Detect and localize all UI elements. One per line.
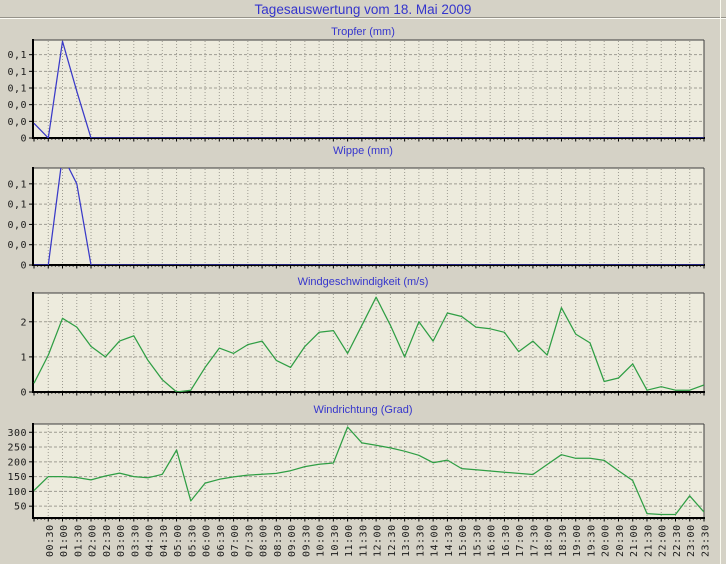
x-axis-time-label: 07:30 [244, 524, 255, 557]
svg-text:0,1: 0,1 [7, 67, 27, 78]
windrichtung-series-line [33, 426, 704, 516]
x-axis-time-label: 01:30 [73, 524, 84, 557]
x-axis-time-label: 09:30 [301, 524, 312, 557]
chart-windgeschwindigkeit-plot: 0 1 2 [20, 292, 705, 399]
svg-text:1: 1 [20, 352, 27, 363]
x-axis-time-label: 18:00 [544, 524, 555, 557]
chart-wippe-plot: 0 0,0 0,0 0,1 0,1 [7, 167, 705, 272]
svg-text:0,0: 0,0 [7, 240, 27, 251]
svg-text:0,0: 0,0 [7, 220, 27, 231]
x-axis-time-label: 06:00 [202, 524, 213, 557]
x-axis-time-label: 07:00 [230, 524, 241, 557]
x-axis-time-label: 12:00 [373, 524, 384, 557]
x-axis-time-label: 00:30 [45, 524, 56, 557]
svg-text:0,0: 0,0 [7, 100, 27, 111]
svg-text:0,0: 0,0 [7, 117, 27, 128]
svg-text:0: 0 [20, 261, 27, 272]
svg-text:300: 300 [7, 428, 27, 439]
x-axis-time-label: 05:00 [173, 524, 184, 557]
x-axis-time-label: 16:00 [487, 524, 498, 557]
svg-text:2: 2 [20, 317, 27, 328]
x-axis-time-label: 08:00 [259, 524, 270, 557]
chart-windrichtung-plot: 50 100 150 200 250 300 00:30 01:00 01:30 02:00 02:… [7, 423, 712, 557]
svg-text:50: 50 [14, 502, 27, 513]
x-axis-time-label: 22:30 [672, 524, 683, 557]
chart-title-windrichtung: Windrichtung (Grad) [313, 404, 413, 416]
x-axis-time-label: 03:30 [130, 524, 141, 557]
x-axis-time-label: 11:30 [358, 524, 369, 557]
svg-text:0,1: 0,1 [7, 200, 27, 211]
window-edge-highlight [720, 0, 721, 564]
x-axis-time-label: 17:30 [529, 524, 540, 557]
svg-text:0: 0 [20, 388, 27, 399]
x-axis-time-label: 21:00 [629, 524, 640, 557]
x-axis-time-label: 18:30 [558, 524, 569, 557]
x-axis-time-label: 22:00 [658, 524, 669, 557]
x-axis-time-label: 14:00 [430, 524, 441, 557]
x-axis-time-label: 16:30 [501, 524, 512, 557]
page-title: Tagesauswertung vom 18. Mai 2009 [254, 2, 472, 17]
x-axis-time-label: 04:00 [145, 524, 156, 557]
x-axis-time-label: 19:30 [586, 524, 597, 557]
svg-text:0: 0 [20, 134, 27, 145]
x-axis-time-label: 11:00 [344, 524, 355, 557]
svg-text:200: 200 [7, 457, 27, 468]
x-axis-time-label: 23:30 [701, 524, 712, 557]
x-axis-time-label: 04:30 [159, 524, 170, 557]
x-axis-time-label: 01:00 [59, 524, 70, 557]
windgeschwindigkeit-series-line [33, 296, 704, 392]
svg-text:100: 100 [7, 487, 27, 498]
svg-text:250: 250 [7, 443, 27, 454]
x-axis-time-label: 21:30 [643, 524, 654, 557]
chart-title-tropfer: Tropfer (mm) [331, 26, 395, 38]
x-axis-time-label: 15:00 [458, 524, 469, 557]
x-axis-time-label: 19:00 [572, 524, 583, 557]
x-axis-time-label: 13:00 [401, 524, 412, 557]
x-axis-time-label: 23:00 [686, 524, 697, 557]
svg-text:0,1: 0,1 [7, 179, 27, 190]
x-axis-time-label: 10:30 [330, 524, 341, 557]
x-axis-time-label: 20:00 [601, 524, 612, 557]
x-axis-time-label: 17:00 [515, 524, 526, 557]
x-axis-time-label: 10:00 [316, 524, 327, 557]
svg-text:150: 150 [7, 472, 27, 483]
x-axis-time-label: 03:00 [116, 524, 127, 557]
title-separator [0, 17, 726, 19]
chart-title-windgeschwindigkeit: Windgeschwindigkeit (m/s) [297, 276, 429, 288]
chart-tropfer-plot: 0 0,0 0,0 0,1 0,1 0,1 [7, 39, 705, 145]
x-axis-time-label: 09:00 [287, 524, 298, 557]
x-axis-time-label: 08:30 [273, 524, 284, 557]
chart-title-wippe: Wippe (mm) [333, 145, 393, 157]
x-axis-time-label: 13:30 [415, 524, 426, 557]
x-axis-time-label: 06:30 [216, 524, 227, 557]
x-axis-time-label: 02:00 [88, 524, 99, 557]
x-axis-time-label: 15:30 [472, 524, 483, 557]
x-axis-time-label: 14:30 [444, 524, 455, 557]
svg-text:0,1: 0,1 [7, 50, 27, 61]
x-axis-time-label: 02:30 [102, 524, 113, 557]
x-axis-time-label: 12:30 [387, 524, 398, 557]
x-axis-time-label: 20:30 [615, 524, 626, 557]
x-axis-time-label: 05:30 [187, 524, 198, 557]
svg-text:0,1: 0,1 [7, 84, 27, 95]
